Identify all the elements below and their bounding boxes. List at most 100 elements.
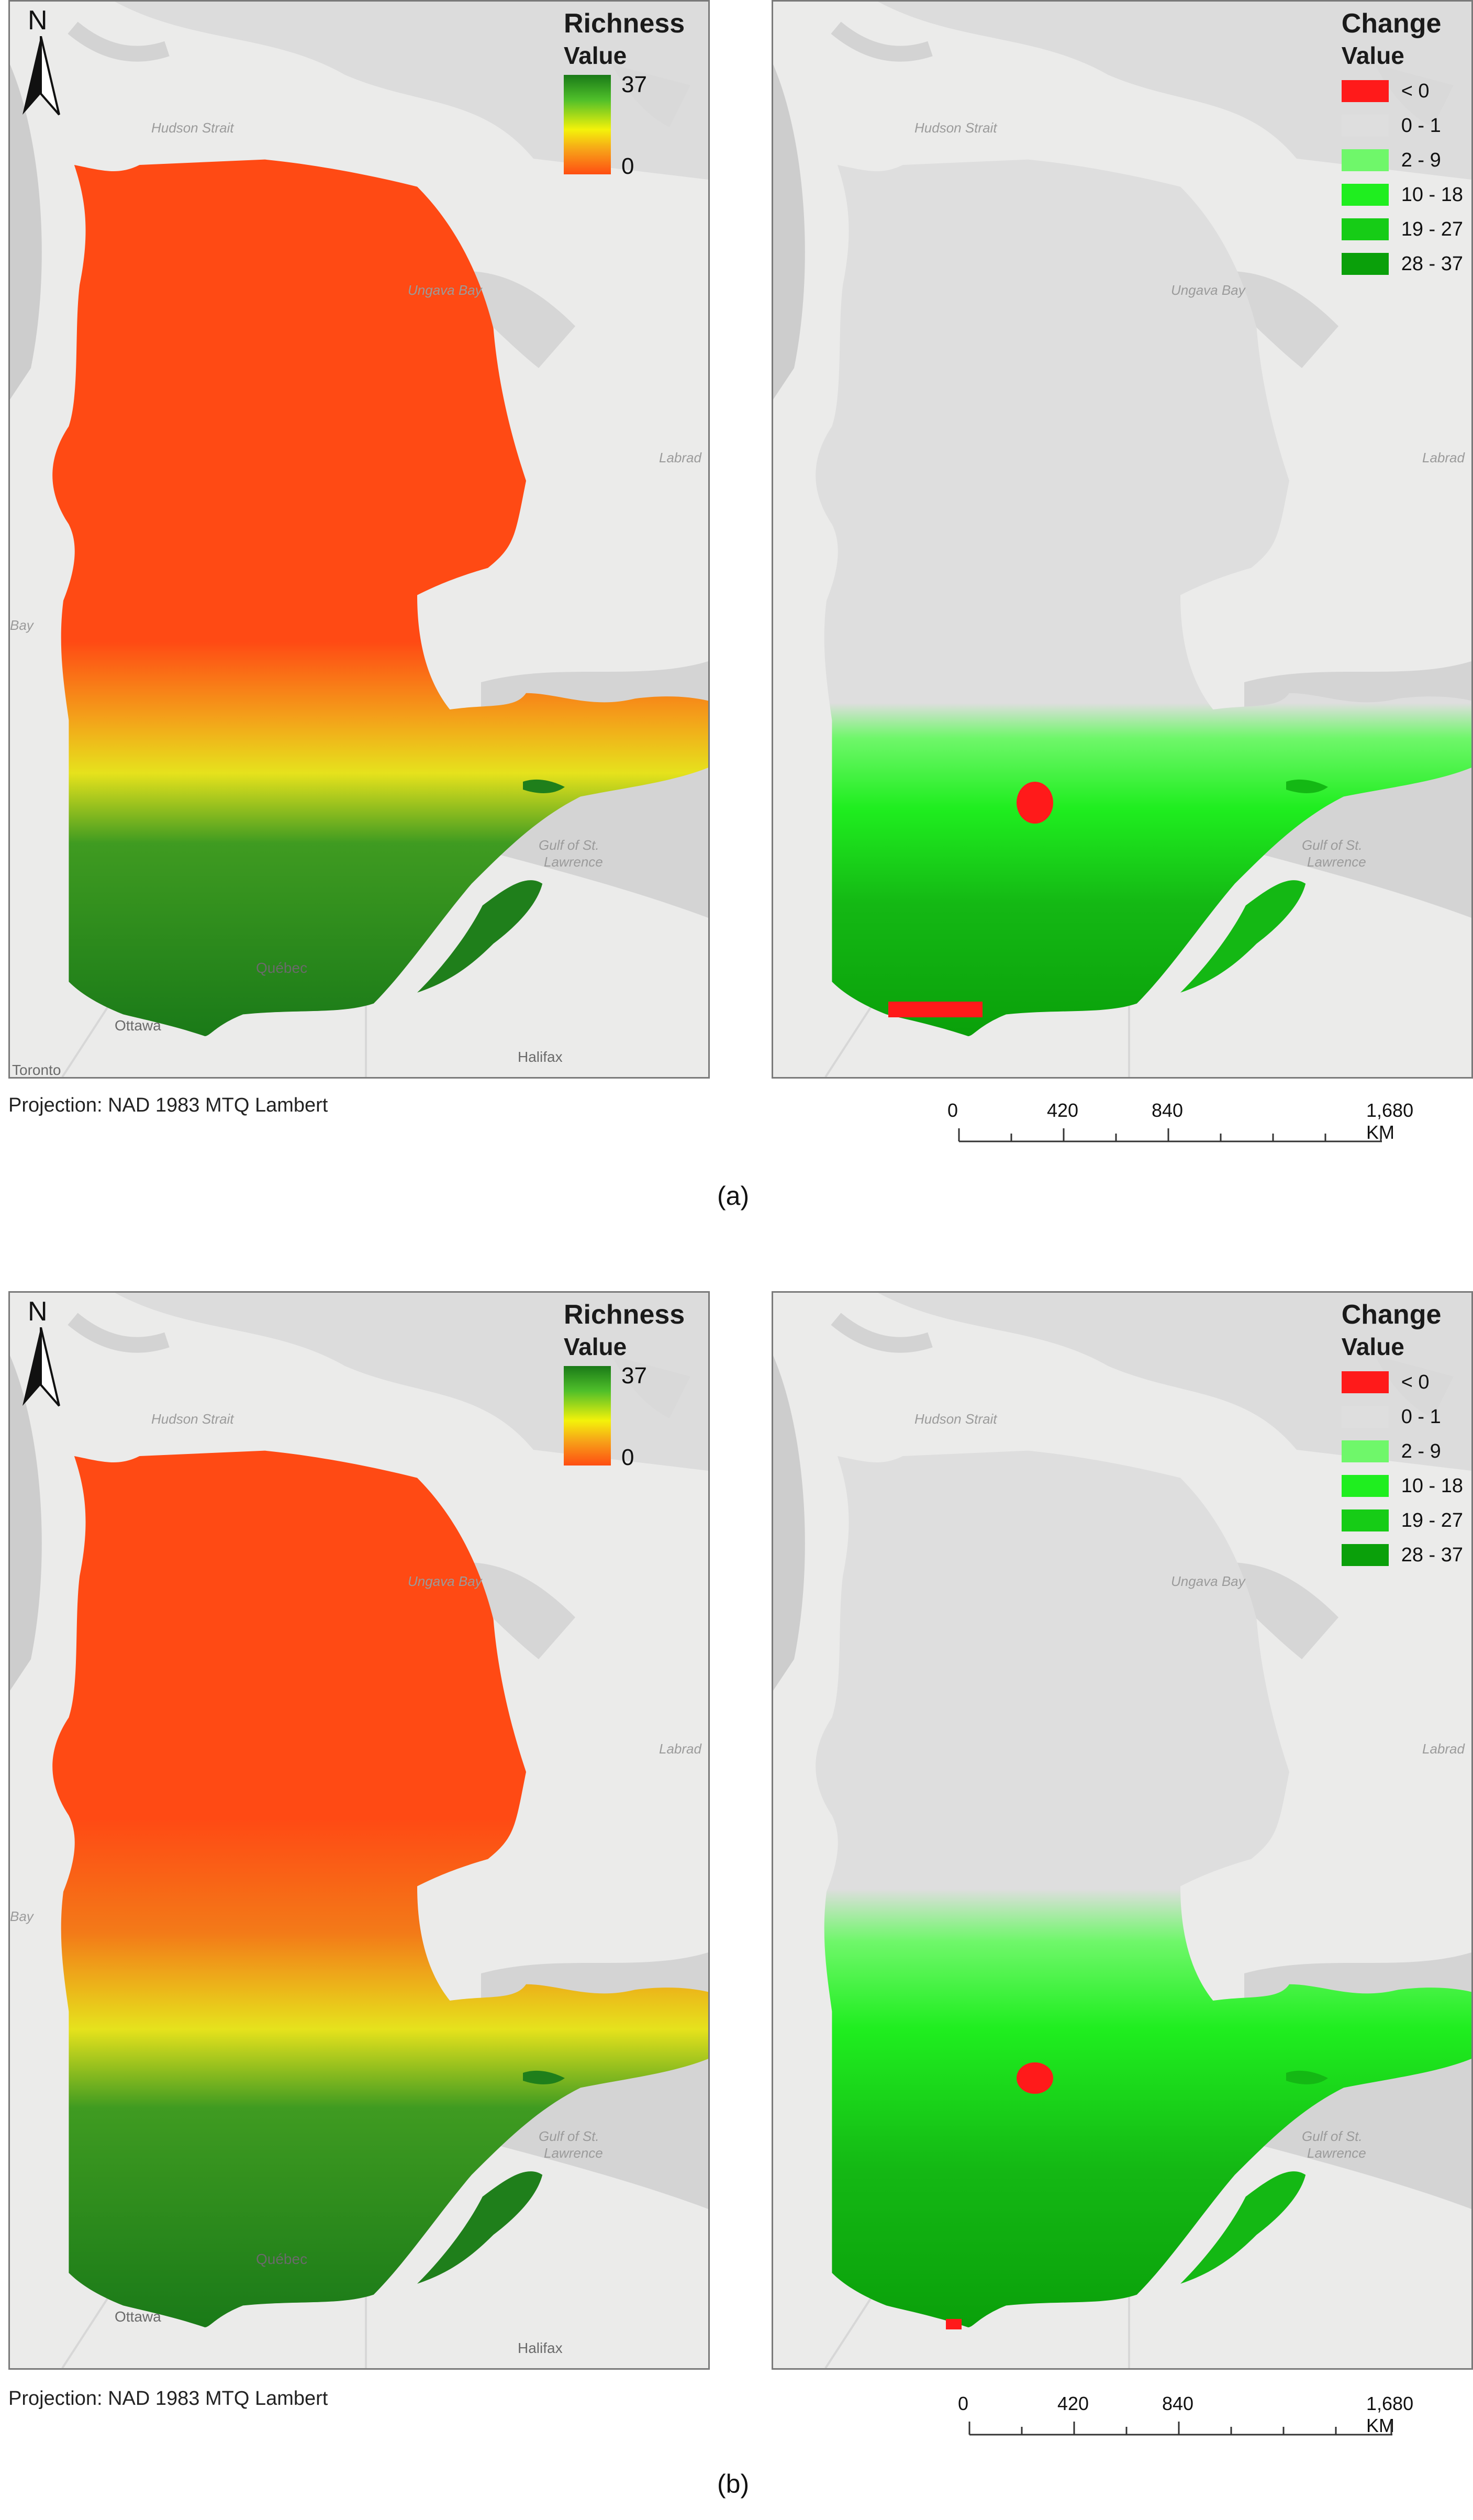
map-panel-b-richness: Hudson Strait Ungava Bay Labrad Gulf of … xyxy=(8,1291,710,2370)
place-label: Ungava Bay xyxy=(1171,1573,1246,1589)
place-label: Bay xyxy=(10,617,35,633)
legend-item: 28 - 37 xyxy=(1341,1538,1463,1572)
place-label: Labrad xyxy=(659,450,702,465)
projection-note: Projection: NAD 1983 MTQ Lambert xyxy=(8,1094,328,1116)
scale-label: 420 xyxy=(1047,1100,1079,1121)
legend-swatch xyxy=(1341,184,1389,206)
legend-swatch xyxy=(1341,1475,1389,1497)
city-label: Halifax xyxy=(518,1049,563,1065)
ramp-min-label: 0 xyxy=(621,153,634,179)
place-label: Labrad xyxy=(1422,450,1465,465)
place-label: Lawrence xyxy=(1307,854,1366,870)
city-label: Québec xyxy=(256,960,307,976)
city-label: Toronto xyxy=(12,1062,61,1077)
legend-item: 0 - 1 xyxy=(1341,108,1463,143)
place-label: Gulf of St. xyxy=(539,2128,599,2144)
map-panel-a-richness: Hudson Strait Ungava Bay Labrad Gulf of … xyxy=(8,0,710,1079)
place-label: Hudson Strait xyxy=(151,1411,235,1427)
place-label: Lawrence xyxy=(544,2145,603,2161)
legend-title: Richness xyxy=(564,8,685,39)
richness-legend: Richness Value 37 0 xyxy=(559,1296,705,1474)
north-arrow: N xyxy=(17,5,64,120)
negative-change-patch xyxy=(888,1002,983,1017)
legend-classes: < 0 0 - 1 2 - 9 10 - 18 19 - 27 28 - 37 xyxy=(1341,74,1463,281)
legend-item: 19 - 27 xyxy=(1341,212,1463,247)
legend-item: 0 - 1 xyxy=(1341,1400,1463,1434)
legend-title: Richness xyxy=(564,1300,685,1330)
negative-change-patch xyxy=(946,2319,962,2329)
change-legend: Change Value < 0 0 - 1 2 - 9 10 - 18 19 … xyxy=(1336,1296,1468,1575)
place-label: Lawrence xyxy=(544,854,603,870)
legend-swatch xyxy=(1341,1544,1389,1566)
legend-swatch xyxy=(1341,1406,1389,1428)
place-label: Gulf of St. xyxy=(539,837,599,853)
scale-label: 840 xyxy=(1152,1100,1184,1121)
north-arrow: N xyxy=(17,1296,64,1411)
legend-classes: < 0 0 - 1 2 - 9 10 - 18 19 - 27 28 - 37 xyxy=(1341,1365,1463,1572)
place-label: Gulf of St. xyxy=(1302,2128,1363,2144)
change-legend: Change Value < 0 0 - 1 2 - 9 10 - 18 19 … xyxy=(1336,5,1468,284)
scale-label: 0 xyxy=(947,1100,958,1121)
scale-label: 420 xyxy=(1057,2393,1089,2414)
legend-subtitle: Value xyxy=(564,1333,627,1360)
legend-item: 2 - 9 xyxy=(1341,143,1463,177)
legend-swatch xyxy=(1341,115,1389,137)
scale-label: 0 xyxy=(958,2393,969,2414)
figure-caption-b: (b) xyxy=(717,2469,750,2499)
richness-legend: Richness Value 37 0 xyxy=(559,5,705,183)
scale-label: 1,680 KM xyxy=(1366,2393,1414,2436)
place-label: Bay xyxy=(10,1908,35,1924)
legend-item: 19 - 27 xyxy=(1341,1503,1463,1538)
ramp-min-label: 0 xyxy=(621,1445,634,1470)
legend-item: < 0 xyxy=(1341,74,1463,108)
legend-subtitle: Value xyxy=(1341,1333,1404,1360)
place-label: Ungava Bay xyxy=(408,1573,483,1589)
negative-change-patch xyxy=(1017,2062,1053,2094)
projection-note: Projection: NAD 1983 MTQ Lambert xyxy=(8,2388,328,2410)
city-label: Halifax xyxy=(518,2340,563,2356)
place-label: Ungava Bay xyxy=(408,282,483,298)
map-panel-b-change: Hudson Strait Ungava Bay Labrad Gulf of … xyxy=(772,1291,1473,2370)
legend-swatch xyxy=(1341,218,1389,240)
legend-item: 10 - 18 xyxy=(1341,177,1463,212)
place-label: Ungava Bay xyxy=(1171,282,1246,298)
richness-map-b: Hudson Strait Ungava Bay Labrad Gulf of … xyxy=(10,1293,708,2368)
legend-swatch xyxy=(1341,253,1389,275)
richness-map-a: Hudson Strait Ungava Bay Labrad Gulf of … xyxy=(10,2,708,1077)
legend-swatch xyxy=(1341,1371,1389,1393)
city-label: Ottawa xyxy=(115,1017,161,1034)
legend-swatch xyxy=(1341,80,1389,102)
legend-item: < 0 xyxy=(1341,1365,1463,1400)
scale-bar-ticks xyxy=(958,1128,1382,1142)
place-label: Gulf of St. xyxy=(1302,837,1363,853)
place-label: Labrad xyxy=(1422,1741,1465,1757)
legend-item: 2 - 9 xyxy=(1341,1434,1463,1469)
north-arrow-icon xyxy=(23,1327,60,1407)
change-map-b: Hudson Strait Ungava Bay Labrad Gulf of … xyxy=(773,1293,1471,2368)
legend-item: 28 - 37 xyxy=(1341,247,1463,281)
legend-subtitle: Value xyxy=(1341,42,1404,69)
color-ramp: 37 0 xyxy=(564,1363,700,1471)
change-map-a: Hudson Strait Ungava Bay Labrad Gulf of … xyxy=(773,2,1471,1077)
ramp-max-label: 37 xyxy=(621,1363,647,1389)
legend-item: 10 - 18 xyxy=(1341,1469,1463,1503)
place-label: Hudson Strait xyxy=(151,120,235,136)
scale-bar: 0 420 840 1,680 KM xyxy=(958,2393,1413,2450)
legend-subtitle: Value xyxy=(564,42,627,69)
legend-title: Change xyxy=(1341,8,1442,39)
figure-caption-a: (a) xyxy=(717,1181,750,1211)
place-label: Hudson Strait xyxy=(914,1411,998,1427)
scale-label: 840 xyxy=(1162,2393,1194,2414)
scale-bar-ticks xyxy=(968,2422,1392,2436)
north-arrow-icon xyxy=(23,36,60,116)
color-ramp: 37 0 xyxy=(564,72,700,180)
legend-swatch xyxy=(1341,149,1389,171)
city-label: Québec xyxy=(256,2251,307,2267)
legend-swatch xyxy=(1341,1440,1389,1462)
legend-swatch xyxy=(1341,1509,1389,1531)
scale-bar: 0 420 840 1,680 KM xyxy=(947,1100,1413,1157)
city-label: Ottawa xyxy=(115,2308,161,2325)
north-label: N xyxy=(28,5,48,36)
legend-title: Change xyxy=(1341,1300,1442,1330)
map-panel-a-change: Hudson Strait Ungava Bay Labrad Gulf of … xyxy=(772,0,1473,1079)
